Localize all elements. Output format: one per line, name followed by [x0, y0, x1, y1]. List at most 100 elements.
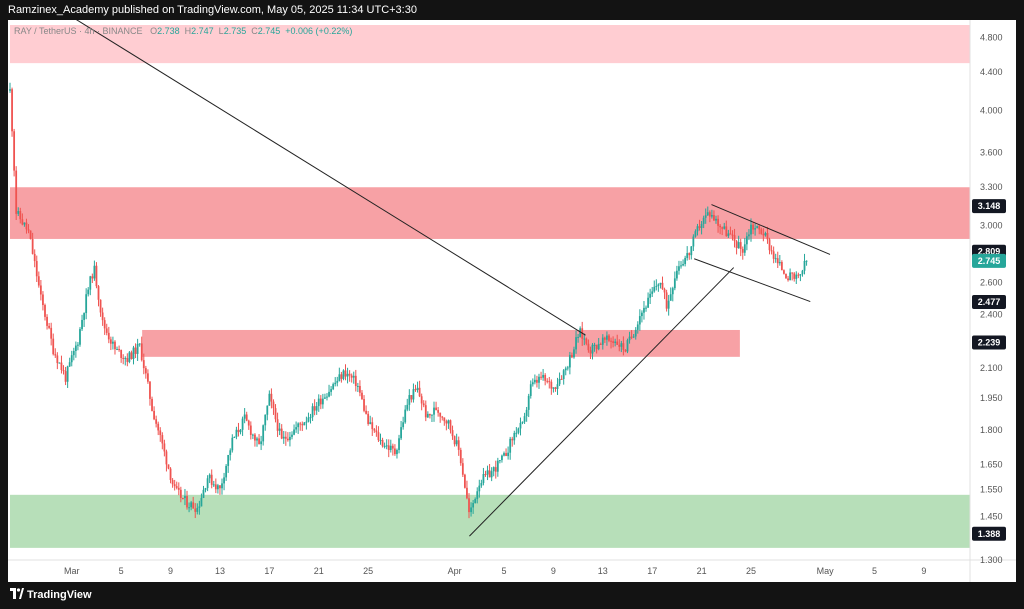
candle-up — [132, 347, 135, 359]
candle-down — [793, 273, 796, 279]
price-tag-label: 3.148 — [978, 201, 1001, 211]
price-tag — [972, 526, 1006, 541]
candle-down — [284, 436, 287, 439]
candle-down — [618, 344, 621, 347]
candle-up — [297, 423, 300, 428]
candle-down — [391, 445, 394, 449]
candle-up — [138, 343, 141, 345]
candle-up — [803, 260, 806, 271]
candle-down — [546, 380, 549, 382]
candle-up — [346, 373, 349, 377]
candle-down — [270, 393, 273, 402]
y-tick-label: 1.800 — [980, 425, 1003, 435]
candle-up — [303, 422, 306, 426]
candle-up — [754, 228, 757, 230]
candle-up — [470, 507, 472, 513]
candle-down — [768, 239, 771, 251]
candle-down — [721, 227, 724, 229]
candle-down — [548, 381, 551, 383]
candle-down — [540, 376, 542, 378]
candle-down — [27, 229, 30, 231]
candle-down — [377, 432, 380, 441]
candle-down — [762, 233, 765, 236]
price-tag — [972, 253, 1006, 268]
candle-up — [332, 384, 335, 390]
candle-down — [107, 332, 110, 340]
open-label: O — [150, 26, 158, 36]
candle-down — [511, 438, 514, 441]
candle-down — [599, 343, 602, 345]
candle-down — [367, 413, 370, 424]
candle-up — [552, 387, 555, 389]
candle-up — [655, 285, 658, 287]
candle-up — [330, 389, 332, 392]
candle-up — [492, 467, 495, 472]
candle-up — [737, 242, 740, 249]
zone-red-1 — [10, 187, 970, 239]
candle-down — [144, 368, 147, 374]
candle-up — [389, 445, 392, 451]
candle-down — [105, 328, 108, 333]
candle-down — [21, 219, 24, 225]
candle-up — [525, 409, 528, 417]
candle-down — [484, 474, 487, 476]
y-tick-label: 1.650 — [980, 460, 1003, 470]
candle-up — [198, 506, 201, 508]
candle-up — [334, 382, 337, 385]
candle-down — [167, 464, 170, 469]
candle-down — [245, 414, 248, 421]
candle-down — [31, 239, 34, 254]
candle-up — [262, 425, 265, 442]
candle-down — [445, 421, 448, 424]
candle-down — [466, 487, 468, 499]
candle-up — [676, 270, 678, 279]
candle-up — [503, 453, 505, 456]
candle-down — [101, 312, 104, 321]
candle-down — [459, 449, 462, 464]
candle-up — [229, 450, 232, 455]
candle-down — [451, 430, 454, 437]
candle-down — [373, 429, 376, 431]
candle-down — [210, 474, 213, 485]
candle-down — [610, 340, 612, 342]
candle-down — [453, 436, 456, 445]
candle-up — [527, 395, 530, 410]
candle-down — [13, 131, 16, 171]
candle-up — [412, 389, 415, 400]
candle-up — [496, 460, 499, 472]
chart-area[interactable]: 4.800 4.400 4.000 3.600 3.300 3.000 2.809 2.600… — [8, 20, 1016, 582]
candle-down — [19, 210, 22, 220]
candle-down — [62, 370, 65, 372]
candle-up — [632, 336, 635, 338]
candle-up — [480, 483, 483, 486]
candle-down — [286, 438, 289, 441]
candle-down — [760, 229, 763, 234]
candle-up — [577, 336, 579, 338]
candle-up — [260, 441, 263, 445]
candle-up — [743, 244, 746, 253]
price-tag-label: 2.809 — [978, 247, 1001, 257]
candle-down — [439, 412, 442, 417]
candle-up — [509, 438, 512, 453]
price-chart[interactable]: 4.800 4.400 4.000 3.600 3.300 3.000 2.809 2.600… — [8, 20, 1016, 582]
candle-down — [48, 325, 51, 328]
publish-title: Ramzinex_Academy published on TradingVie… — [8, 4, 417, 16]
low-label: L — [218, 26, 224, 36]
candle-down — [791, 272, 794, 274]
candle-down — [33, 253, 36, 262]
candle-down — [163, 443, 166, 452]
candle-down — [214, 484, 217, 490]
candle-down — [536, 379, 538, 383]
candle-up — [486, 470, 489, 475]
candle-down — [719, 225, 722, 228]
candle-up — [789, 272, 792, 281]
y-tick-label: 1.950 — [980, 393, 1003, 403]
x-tick-label: 5 — [501, 566, 506, 576]
candle-up — [692, 236, 695, 247]
candle-down — [414, 389, 417, 391]
tradingview-brand: TradingView — [27, 589, 92, 601]
candle-down — [785, 273, 787, 279]
candle-up — [575, 337, 577, 350]
x-tick-label: May — [817, 566, 835, 576]
candle-down — [550, 381, 553, 389]
